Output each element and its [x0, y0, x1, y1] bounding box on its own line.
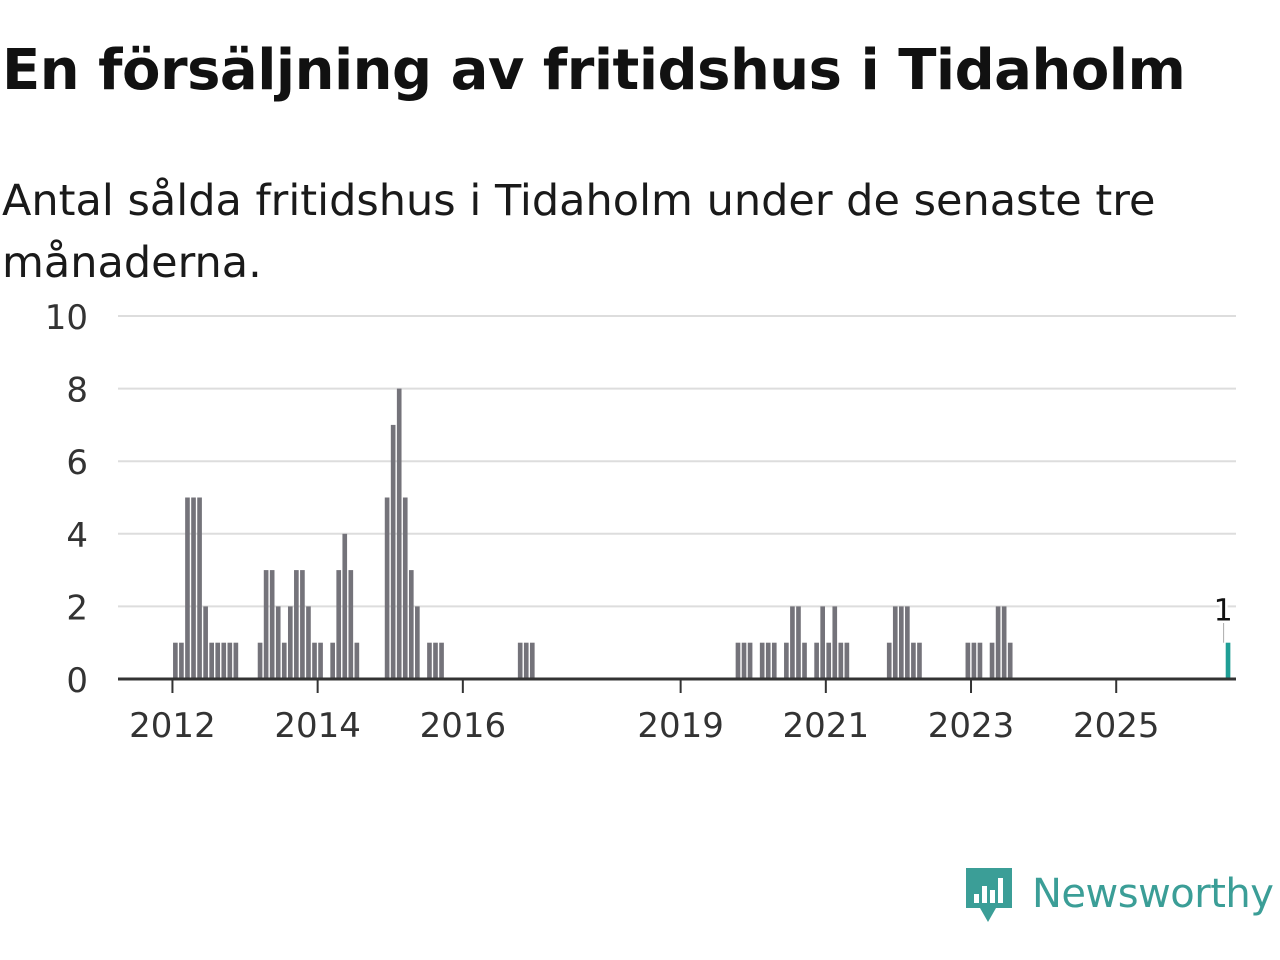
y-tick-label: 0	[66, 661, 88, 701]
bar	[281, 642, 287, 679]
bar	[790, 606, 795, 679]
bar	[269, 570, 275, 679]
bar	[826, 642, 832, 679]
bar	[765, 642, 771, 679]
x-tick-label: 2025	[1073, 706, 1160, 746]
bar	[318, 642, 323, 679]
bar	[832, 606, 838, 679]
bar	[735, 642, 741, 679]
bar	[221, 642, 227, 679]
bar	[203, 606, 208, 679]
newsworthy-logo-icon	[966, 868, 1012, 922]
y-tick-label: 10	[45, 298, 88, 338]
bar	[1007, 642, 1013, 679]
bar	[814, 642, 819, 679]
bar	[348, 570, 354, 679]
bar	[257, 642, 263, 679]
bar	[215, 642, 221, 679]
y-tick-label: 8	[66, 371, 88, 411]
y-tick-label: 2	[66, 588, 88, 628]
bar	[330, 642, 335, 679]
bar	[784, 642, 789, 679]
bar	[905, 606, 910, 679]
bar	[287, 606, 293, 679]
bar	[844, 642, 850, 679]
bar	[977, 642, 983, 679]
bar	[523, 642, 529, 679]
bar	[965, 642, 971, 679]
brand-logo: Newsworthy	[964, 864, 1274, 924]
bar	[989, 642, 995, 679]
bar	[300, 570, 305, 679]
x-tick-label: 2014	[274, 706, 361, 746]
chart-title: En försäljning av fritidshus i Tidaholm	[2, 38, 1186, 103]
bar	[529, 642, 535, 679]
bar	[771, 642, 777, 679]
bar	[886, 642, 892, 679]
last-value-label: 1	[1214, 594, 1233, 629]
bar	[898, 606, 904, 679]
bar	[517, 642, 523, 679]
bar	[185, 497, 190, 679]
bar	[306, 606, 311, 679]
bar	[390, 424, 396, 679]
bar	[1001, 606, 1007, 679]
bar	[838, 642, 844, 679]
bar	[917, 642, 922, 679]
bar	[209, 642, 214, 679]
bar	[384, 497, 390, 679]
bar	[342, 533, 348, 679]
bar	[191, 497, 196, 679]
bar	[433, 642, 438, 679]
bar	[892, 606, 898, 679]
bar	[820, 606, 825, 679]
bar	[173, 642, 178, 679]
bar	[911, 642, 916, 679]
bar	[439, 642, 444, 679]
bar	[263, 570, 269, 679]
y-tick-label: 4	[66, 516, 88, 556]
bar	[796, 606, 801, 679]
y-tick-label: 6	[66, 443, 88, 483]
x-tick-label: 2021	[783, 706, 870, 746]
bar	[408, 570, 414, 679]
bar	[179, 642, 184, 679]
bar	[354, 642, 360, 679]
bar	[197, 497, 202, 679]
bar	[995, 606, 1001, 679]
bar	[312, 642, 317, 679]
bar	[802, 642, 807, 679]
x-tick-label: 2023	[928, 706, 1015, 746]
bar	[427, 642, 432, 679]
bar	[415, 606, 420, 679]
x-tick-label: 2016	[420, 706, 507, 746]
bar	[741, 642, 747, 679]
bar	[971, 642, 977, 679]
bar-chart: 0 2 4 6 8 10 1 2012 2014 2016 2019 2021 2023 2025	[45, 298, 1236, 746]
x-tick-label: 2019	[637, 706, 724, 746]
x-tick-label: 2012	[129, 706, 216, 746]
bar	[759, 642, 765, 679]
bar	[396, 388, 402, 679]
brand-name: Newsworthy	[1032, 871, 1274, 917]
bar	[747, 642, 753, 679]
chart-subtitle: Antal sålda fritidshus i Tidaholm under …	[2, 176, 1156, 288]
bar	[294, 570, 299, 679]
bar	[402, 497, 408, 679]
bar	[227, 642, 233, 679]
bar	[336, 570, 342, 679]
highlight-bar	[1225, 642, 1231, 679]
bar	[275, 606, 281, 679]
bar	[233, 642, 239, 679]
